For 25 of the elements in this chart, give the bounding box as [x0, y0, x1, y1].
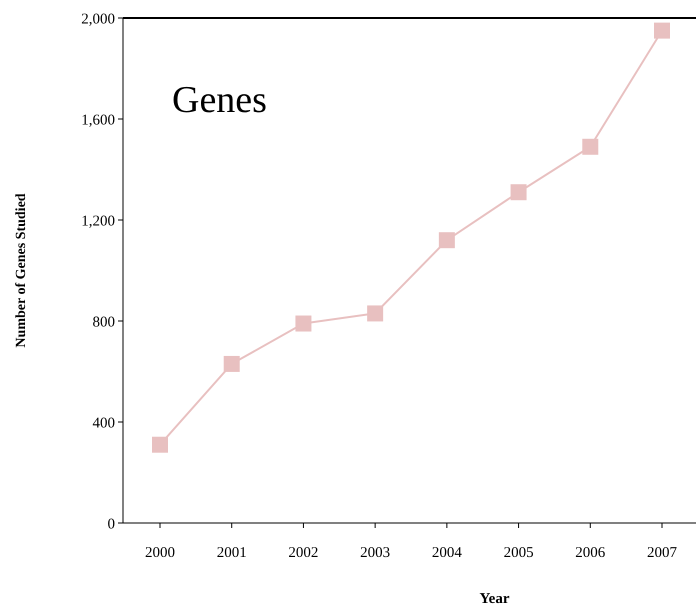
y-tick-label: 1,600 [81, 112, 115, 128]
y-tick-label: 400 [92, 415, 115, 432]
x-tick-label: 2006 [575, 545, 606, 561]
y-tick-label: 800 [92, 314, 115, 330]
y-tick-label: 1,200 [81, 213, 115, 230]
x-tick-label: 2001 [216, 545, 247, 561]
y-tick-label: 2,000 [81, 11, 115, 28]
y-axis-title: Number of Genes Studied [14, 193, 29, 348]
point [582, 138, 598, 155]
x-tick-label: 2000 [145, 545, 175, 561]
point [224, 356, 240, 372]
x-tick-label: 2003 [360, 545, 390, 561]
point [654, 22, 670, 39]
point [152, 436, 168, 453]
x-tick-label: 2004 [432, 545, 462, 561]
x-tick-label: 2007 [647, 545, 678, 561]
point [438, 232, 455, 248]
point [367, 305, 384, 322]
annotation: Genes [172, 79, 267, 121]
y-tick-label: 0 [108, 516, 115, 532]
x-axis-title: Year [480, 591, 510, 607]
point [510, 184, 527, 200]
x-tick-label: 2002 [288, 545, 318, 561]
point [295, 316, 312, 332]
x-tick-label: 2005 [504, 545, 534, 561]
